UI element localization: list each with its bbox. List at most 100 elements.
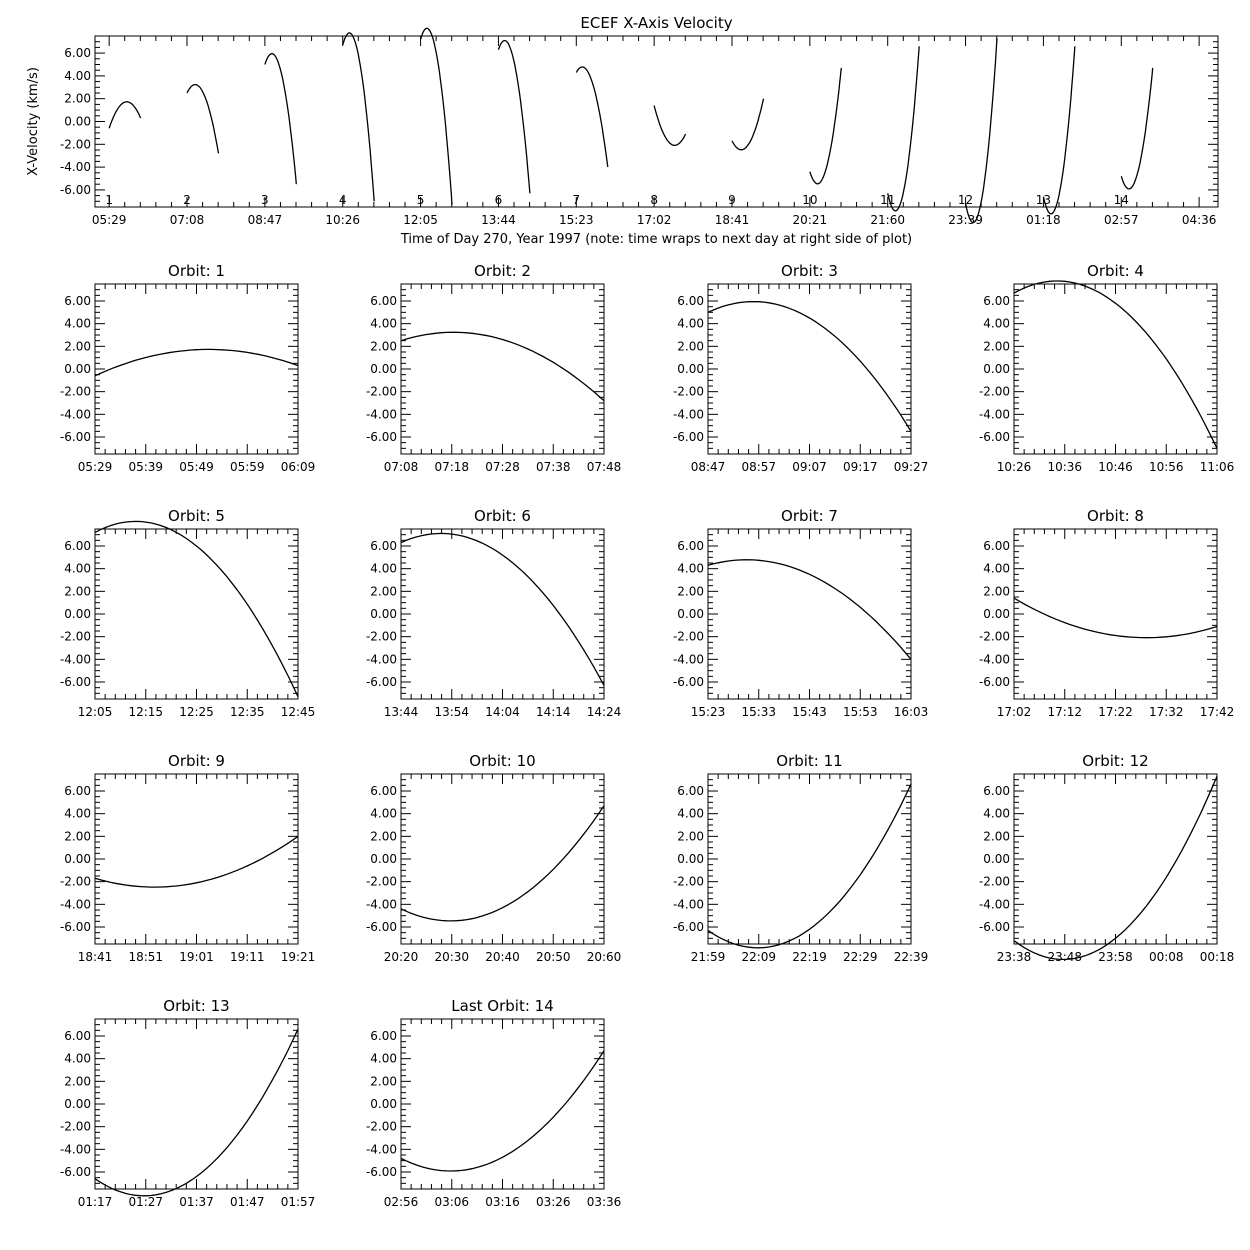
plot-title: Orbit: 5 [168,507,225,525]
y-tick-label: 6.00 [64,294,91,308]
x-tick-label: 02:56 [384,1195,419,1209]
x-tick-label: 20:40 [485,950,520,964]
x-tick-label: 13:44 [481,213,516,227]
velocity-line [707,300,912,432]
y-tick-label: 0.00 [370,1097,397,1111]
y-tick-label: -2.00 [60,875,91,889]
y-tick-label: 4.00 [677,562,704,576]
x-tick-label: 10:36 [1047,460,1082,474]
plot-frame [94,283,299,455]
y-tick-label: 0.00 [983,852,1010,866]
y-tick-label: -6.00 [60,183,91,197]
x-tick-label: 01:18 [1026,213,1061,227]
plot-frame [1013,773,1218,945]
x-tick-label: 02:57 [1104,213,1139,227]
x-tick-label: 14:04 [485,705,520,719]
y-tick-label: -4.00 [60,160,91,174]
y-tick-label: 2.00 [64,339,91,353]
y-tick-label: 4.00 [983,807,1010,821]
x-tick-label: 11:06 [1200,460,1235,474]
y-tick-label: 2.00 [370,829,397,843]
velocity-line [707,783,912,949]
y-tick-label: 6.00 [370,294,397,308]
x-tick-label: 12:45 [281,705,316,719]
orbit-trace-5 [419,27,453,205]
y-tick-label: -4.00 [60,407,91,421]
orbit-trace-6 [497,39,531,194]
orbit-number-label: 4 [339,193,347,207]
y-tick-label: -4.00 [673,652,704,666]
y-tick-label: 4.00 [64,807,91,821]
y-tick-label: -2.00 [366,385,397,399]
velocity-line [707,559,912,660]
y-tick-label: 4.00 [370,807,397,821]
x-tick-label: 03:16 [485,1195,520,1209]
x-tick-label: 01:47 [230,1195,265,1209]
y-tick-label: 0.00 [64,852,91,866]
plot-title: Orbit: 13 [163,997,229,1015]
velocity-line [400,532,605,686]
orbit-trace-12 [964,38,998,224]
x-tick-label: 12:25 [179,705,214,719]
orbit-panel-7: Orbit: 7 6.00 4.00 2.00 0.00 -2.00 -4.00 -6.00 1… [673,507,928,719]
x-tick-label: 15:23 [559,213,594,227]
y-tick-label: 2.00 [983,584,1010,598]
plot-title: Orbit: 11 [776,752,842,770]
x-tick-label: 19:11 [230,950,265,964]
y-tick-label: 2.00 [983,829,1010,843]
orbit-panel-6: Orbit: 6 6.00 4.00 2.00 0.00 -2.00 -4.00 -6.00 1… [366,507,621,719]
y-tick-label: 0.00 [370,362,397,376]
y-tick-label: 6.00 [64,784,91,798]
orbit-trace-13 [1042,46,1076,215]
x-tick-label: 00:18 [1200,950,1235,964]
y-tick-label: -4.00 [673,407,704,421]
plot-title: Orbit: 3 [781,262,838,280]
velocity-line [94,1028,299,1197]
x-tick-label: 03:06 [434,1195,469,1209]
y-tick-label: -2.00 [60,385,91,399]
velocity-line [400,1050,605,1172]
orbit-panel-5: Orbit: 5 6.00 4.00 2.00 0.00 -2.00 -4.00 -6.00 1… [60,507,315,719]
x-tick-label: 14:14 [536,705,571,719]
orbit-panel-1: Orbit: 1 6.00 4.00 2.00 0.00 -2.00 -4.00 -6.00 0… [60,262,315,474]
plot-frame [94,773,299,945]
x-tick-label: 22:09 [741,950,776,964]
x-tick-label: 12:15 [128,705,163,719]
orbit-trace-1 [108,101,142,129]
y-tick-label: 2.00 [370,1074,397,1088]
y-axis-label: X-Velocity (km/s) [26,67,41,176]
plot-title: Orbit: 10 [469,752,535,770]
x-tick-label: 15:23 [691,705,726,719]
y-tick-label: -6.00 [60,430,91,444]
x-tick-label: 08:57 [741,460,776,474]
y-tick-label: 4.00 [983,562,1010,576]
y-tick-label: -2.00 [60,630,91,644]
y-tick-label: 2.00 [370,339,397,353]
x-tick-label: 01:17 [78,1195,113,1209]
y-tick-label: -2.00 [366,630,397,644]
x-tick-label: 22:39 [894,950,929,964]
x-tick-label: 00:08 [1149,950,1184,964]
y-tick-label: 4.00 [983,317,1010,331]
orbit-panel-10: Orbit: 10 6.00 4.00 2.00 0.00 -2.00 -4.00 -6.00… [366,752,621,964]
y-tick-label: 2.00 [64,1074,91,1088]
y-tick-label: 2.00 [64,584,91,598]
orbit-trace-2 [186,83,220,154]
x-tick-label: 07:08 [384,460,419,474]
plot-frame [94,1018,299,1190]
x-tick-label: 12:05 [78,705,113,719]
x-tick-label: 05:59 [230,460,265,474]
y-tick-label: 4.00 [64,562,91,576]
x-tick-label: 07:08 [170,213,205,227]
y-tick-label: 0.00 [677,362,704,376]
y-tick-label: 0.00 [370,607,397,621]
orbit-panel-4: Orbit: 4 6.00 4.00 2.00 0.00 -2.00 -4.00 -6.00 1… [979,262,1234,474]
overview-plot: ECEF X-Axis Velocity 6.00 4.00 2.00 0.00 -2.0… [26,14,1219,247]
x-tick-label: 03:26 [536,1195,571,1209]
y-tick-label: -4.00 [60,1142,91,1156]
x-tick-label: 22:29 [843,950,878,964]
x-tick-label: 13:54 [434,705,469,719]
orbit-panel-13: Orbit: 13 6.00 4.00 2.00 0.00 -2.00 -4.00 -6.00… [60,997,315,1209]
x-tick-label: 20:60 [587,950,622,964]
x-tick-label: 18:41 [715,213,750,227]
